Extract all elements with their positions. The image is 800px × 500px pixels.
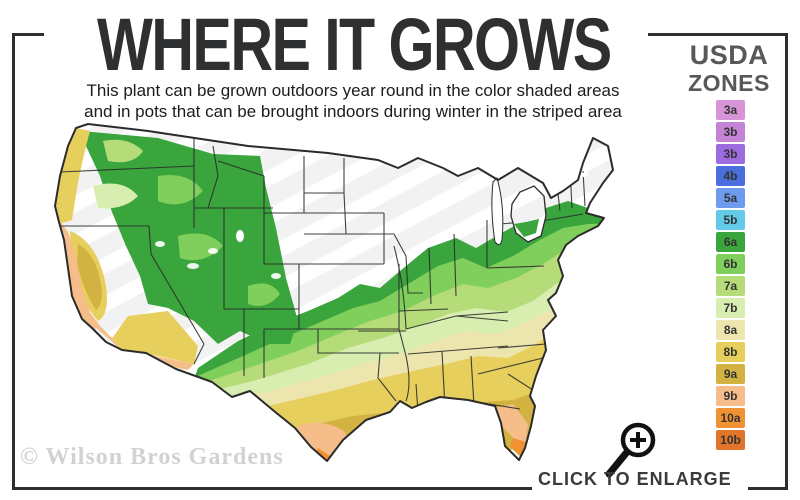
subtitle-line-2: and in pots that can be brought indoors … (84, 102, 622, 121)
legend-swatch-8b: 8b (716, 342, 745, 362)
magnifying-glass-plus-icon[interactable] (600, 418, 664, 482)
usda-zones-heading: USDA ZONES (676, 42, 782, 95)
frame-border-top-left (12, 33, 44, 36)
lake-erie (538, 183, 567, 199)
legend-zone-label: 6a (723, 235, 738, 249)
legend-zone-label: 9a (723, 367, 738, 381)
frame-border-top-right (648, 33, 788, 36)
legend-zone-label: 5b (723, 213, 738, 227)
legend-swatch-4b: 4b (716, 166, 745, 186)
click-to-enlarge-button[interactable]: CLICK TO ENLARGE (538, 469, 732, 490)
frame-border-left (12, 33, 15, 490)
legend-swatch-5a: 5a (716, 188, 745, 208)
lake-ontario (566, 172, 588, 182)
frame-border-right (785, 33, 788, 490)
usda-zones-map[interactable] (8, 116, 668, 480)
legend-zone-label: 7a (723, 279, 738, 293)
legend-swatch-9a: 9a (716, 364, 745, 384)
legend-swatch-9b: 9b (716, 386, 745, 406)
legend-zone-label: 4b (723, 169, 738, 183)
legend-zone-label: 8a (723, 323, 738, 337)
michigan (510, 185, 547, 243)
map-zone-fills (55, 124, 613, 461)
legend-zone-label: 5a (723, 191, 738, 205)
legend-swatch-10a: 10a (716, 408, 745, 428)
legend-swatch-5b: 5b (716, 210, 745, 230)
legend-swatch-3a: 3a (716, 100, 745, 120)
legend-swatch-8a: 8a (716, 320, 745, 340)
legend-zone-label: 6b (723, 257, 738, 271)
legend-swatch-10b: 10b (716, 430, 745, 450)
great-salt-lake (236, 230, 244, 242)
zones-label: ZONES (688, 70, 770, 96)
legend-zone-label: 3b (723, 147, 738, 161)
us-outline (54, 123, 614, 462)
legend-swatch-3b: 3b (716, 144, 745, 164)
legend-zone-label: 8b (723, 345, 738, 359)
legend-swatch-7a: 7a (716, 276, 745, 296)
enlarge-label[interactable]: CLICK TO ENLARGE (538, 469, 732, 489)
lake-michigan (491, 177, 504, 246)
legend-swatch-7b: 7b (716, 298, 745, 318)
legend-zone-label: 7b (723, 301, 738, 315)
legend-zone-label: 10b (720, 433, 741, 447)
legend-swatch-3b: 3b (716, 122, 745, 142)
page-title: WHERE IT GROWS (97, 3, 612, 86)
legend-swatch-6b: 6b (716, 254, 745, 274)
legend-swatch-6a: 6a (716, 232, 745, 252)
usda-legend: 3a 3b 3b 4b 5a 5b 6a 6b 7a 7b 8a 8b 9a 9b 10a 10b (716, 100, 746, 452)
legend-zone-label: 3a (723, 103, 738, 117)
legend-zone-label: 9b (723, 389, 738, 403)
subtitle: This plant can be grown outdoors year ro… (23, 80, 683, 122)
legend-zone-label: 3b (723, 125, 738, 139)
legend-zone-label: 10a (720, 411, 741, 425)
frame-border-bottom-right (748, 487, 788, 490)
watermark: © Wilson Bros Gardens (20, 444, 284, 470)
usda-label: USDA (689, 40, 769, 70)
frame-border-bottom-left (12, 487, 532, 490)
subtitle-line-1: This plant can be grown outdoors year ro… (86, 81, 620, 100)
